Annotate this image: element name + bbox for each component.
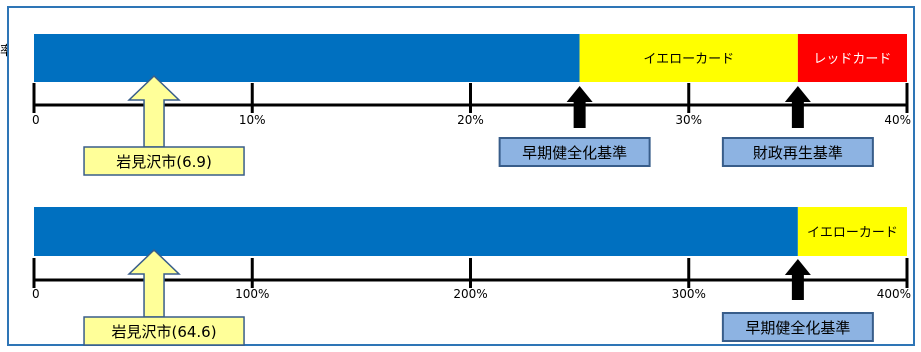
- tick-label-3: 30%: [675, 113, 702, 127]
- clipped-edge-label: 率: [0, 44, 7, 59]
- threshold-box-0: [498, 137, 651, 167]
- chart-bottom: イエローカード 0 100% 200% 300% 400% 早期健全化基準 岩見沢市(64.6…: [32, 207, 911, 346]
- indicator-bar: [34, 207, 798, 256]
- band-1: [797, 34, 907, 82]
- city-marker-arrow: [127, 248, 181, 318]
- city-marker-box: [83, 146, 245, 176]
- threshold-box-1: [721, 137, 874, 167]
- chart-top: イエローカード レッドカード 0 10% 20% 30% 40% 早期健全化基準 財政再生基準岩…: [32, 34, 911, 176]
- threshold-label-0: 早期健全化基準: [745, 319, 850, 337]
- band-label-0: イエローカード: [807, 226, 898, 241]
- tick-label-1: 100%: [235, 287, 269, 301]
- city-marker-arrow: [127, 74, 181, 148]
- threshold-label-1: 財政再生基準: [753, 144, 843, 162]
- tick-label-0: 0: [32, 113, 40, 127]
- threshold-box-0: [721, 312, 874, 342]
- tick-label-0: 0: [32, 287, 40, 301]
- city-marker-label: 岩見沢市(64.6): [111, 323, 216, 341]
- threshold-arrow-0: [566, 86, 593, 128]
- indicator-bar: [34, 34, 580, 82]
- city-marker-box: [83, 316, 245, 346]
- tick-label-4: 40%: [884, 113, 911, 127]
- threshold-arrow-1: [784, 86, 811, 128]
- band-0: [797, 207, 907, 256]
- band-label-0: イエローカード: [643, 52, 734, 67]
- tick-label-3: 300%: [672, 287, 706, 301]
- band-0: [579, 34, 798, 82]
- band-label-1: レッドカード: [813, 52, 891, 67]
- threshold-label-0: 早期健全化基準: [522, 144, 627, 162]
- tick-label-1: 10%: [239, 113, 266, 127]
- city-marker-label: 岩見沢市(6.9): [116, 153, 212, 171]
- tick-label-2: 200%: [453, 287, 487, 301]
- tick-label-4: 400%: [877, 287, 911, 301]
- tick-label-2: 20%: [457, 113, 484, 127]
- threshold-arrow-0: [784, 259, 811, 300]
